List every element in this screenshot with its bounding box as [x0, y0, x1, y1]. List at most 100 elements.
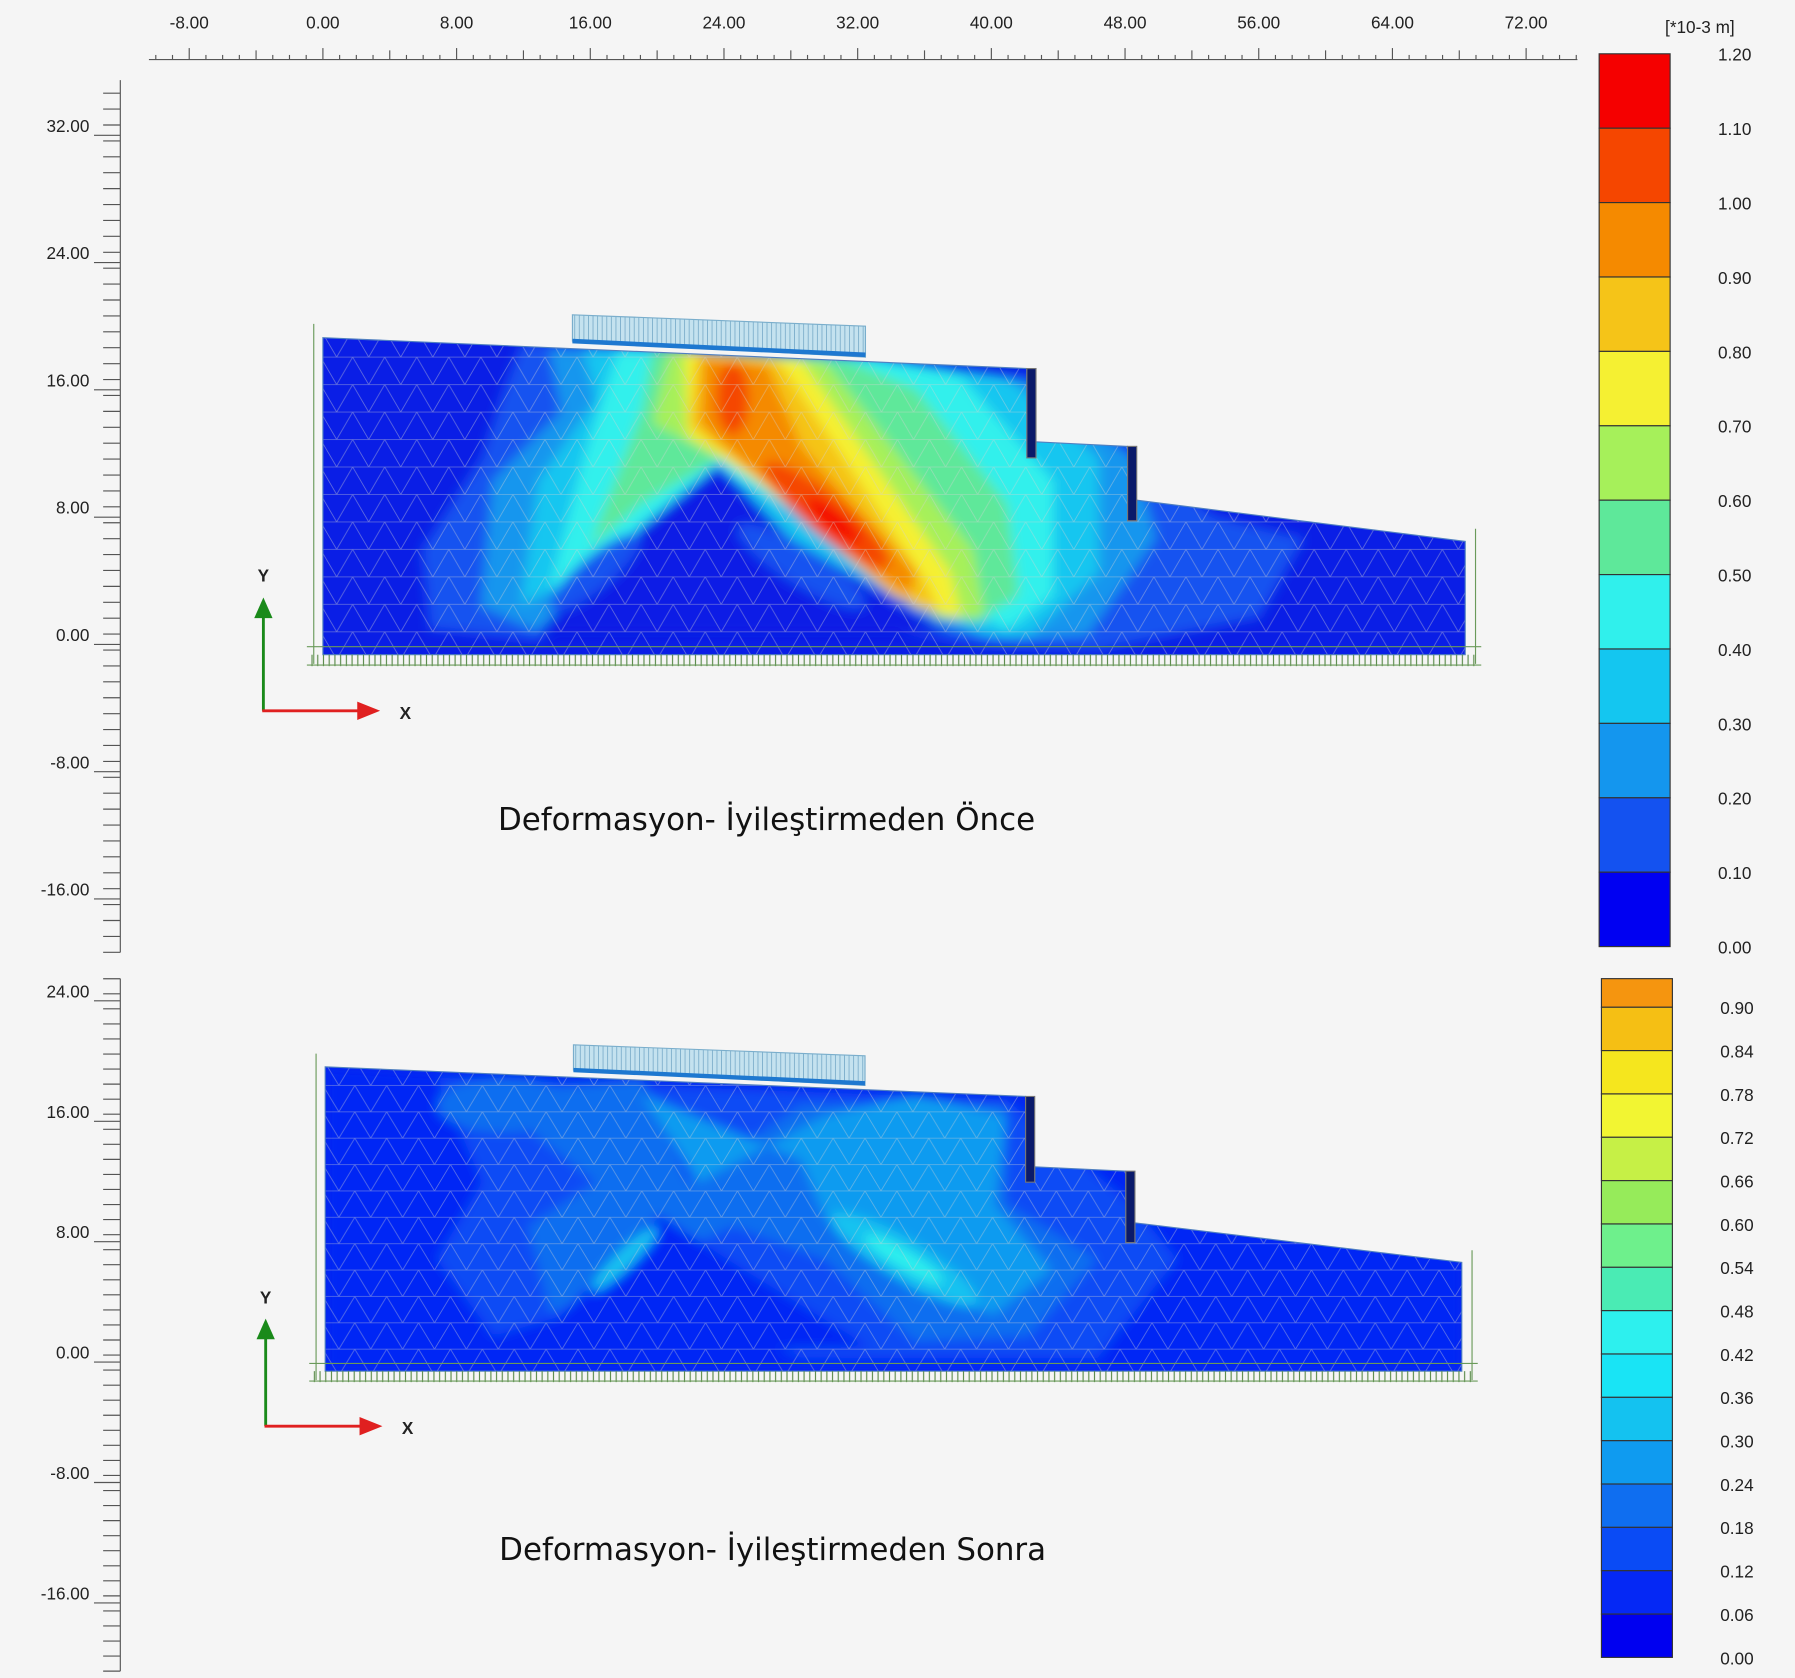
model-after — [309, 1044, 1478, 1383]
legend-label: 0.72 — [1720, 1128, 1753, 1148]
color-legend-before: [*10-3 m] 1.20 1.10 1.00 0.90 0.80 0.70 0.60 0.… — [1598, 17, 1751, 957]
x-axis-label: X — [402, 1418, 414, 1438]
legend-unit: [*10-3 m] — [1665, 17, 1735, 37]
legend-swatch — [1598, 722, 1671, 799]
legend-swatch — [1598, 797, 1671, 873]
legend-label: 0.78 — [1720, 1085, 1753, 1105]
legend-label: 0.10 — [1718, 863, 1751, 883]
legend-swatch — [1600, 1613, 1673, 1658]
legend-swatch — [1598, 499, 1671, 576]
legend-swatch — [1598, 202, 1671, 278]
y-tick-label: 16.00 — [46, 370, 89, 390]
top-x-axis-ruler: -8.00 0.00 8.00 16.00 24.00 32.00 40.00 48.00 56… — [148, 13, 1578, 61]
x-axis-label: X — [400, 703, 412, 723]
legend-label: 0.54 — [1720, 1258, 1754, 1278]
x-arrow-head — [357, 701, 381, 720]
color-legend-after: 0.90 0.84 0.78 0.72 0.66 0.60 0.54 0.48 0.42 0.36… — [1600, 978, 1754, 1668]
legend-label: 0.50 — [1718, 565, 1751, 585]
retaining-wall — [1126, 445, 1138, 522]
mesh — [322, 337, 1466, 655]
y-tick-label: -8.00 — [50, 752, 89, 772]
y-tick-label: -16.00 — [41, 1583, 90, 1603]
x-tick-label: 48.00 — [1104, 13, 1147, 33]
retaining-wall — [1025, 1095, 1036, 1183]
legend-swatch — [1600, 1483, 1673, 1528]
legend-label: 0.36 — [1720, 1388, 1753, 1408]
y-tick-label: 0.00 — [56, 625, 89, 645]
bottom-fixity — [311, 1371, 1474, 1383]
legend-swatch — [1600, 1180, 1673, 1225]
legend-swatch — [1600, 1570, 1673, 1615]
surface-load-arrows — [572, 1044, 866, 1087]
legend-swatch — [1600, 1440, 1673, 1485]
y-tick-label: 8.00 — [56, 1222, 89, 1242]
legend-label: 0.66 — [1720, 1171, 1753, 1191]
legend-label: 0.30 — [1720, 1432, 1753, 1452]
x-tick-label: 24.00 — [703, 13, 746, 33]
legend-label: 0.06 — [1720, 1605, 1753, 1625]
y-axis-before: 32.00 24.00 16.00 8.00 0.00 -8.00 -16.00 — [41, 80, 121, 953]
retaining-wall — [1026, 367, 1037, 459]
legend-label: 0.20 — [1718, 789, 1751, 809]
y-tick-label: 24.00 — [46, 243, 89, 263]
legend-swatch — [1598, 871, 1671, 948]
legend-label: 0.00 — [1720, 1648, 1753, 1668]
legend-swatch — [1598, 276, 1671, 352]
x-tick-label: 56.00 — [1237, 13, 1280, 33]
legend-swatch — [1600, 1396, 1673, 1442]
y-tick-label: 8.00 — [56, 498, 89, 518]
legend-label: 0.84 — [1720, 1041, 1754, 1061]
legend-swatch — [1598, 53, 1671, 129]
y-tick-label: 32.00 — [46, 116, 89, 136]
x-arrow-head — [359, 1417, 383, 1436]
legend-label: 0.60 — [1720, 1215, 1753, 1235]
legend-label: 0.40 — [1718, 640, 1751, 660]
legend-swatch — [1600, 1223, 1673, 1268]
legend-swatch — [1600, 1006, 1673, 1052]
legend-label: 0.42 — [1720, 1345, 1753, 1365]
caption-after: Deformasyon- İyileştirmeden Sonra — [499, 1532, 1046, 1568]
legend-label: 0.24 — [1720, 1475, 1754, 1495]
legend-swatch — [1598, 648, 1671, 724]
x-tick-label: 8.00 — [440, 13, 473, 33]
x-tick-label: 64.00 — [1371, 13, 1414, 33]
legend-swatch — [1600, 978, 1673, 1008]
load-plate — [573, 1067, 866, 1086]
load-plate — [572, 338, 866, 358]
y-tick-label: 16.00 — [46, 1102, 89, 1122]
retaining-wall — [1125, 1170, 1136, 1244]
y-tick-label: -8.00 — [50, 1463, 89, 1483]
y-axis-label: Y — [260, 1288, 272, 1308]
y-axis-after: 24.00 16.00 8.00 0.00 -8.00 -16.00 — [41, 978, 121, 1672]
model-before — [306, 314, 1482, 667]
legend-label: 0.80 — [1718, 342, 1751, 362]
legend-label: 0.00 — [1718, 937, 1751, 957]
legend-swatch — [1600, 1353, 1673, 1398]
y-arrow-head — [254, 597, 273, 619]
legend-swatch — [1598, 350, 1671, 427]
y-tick-label: 0.00 — [56, 1343, 89, 1363]
legend-label: 0.30 — [1718, 714, 1751, 734]
x-tick-label: -8.00 — [170, 13, 209, 33]
legend-label: 0.90 — [1718, 268, 1751, 288]
legend-label: 0.48 — [1720, 1302, 1753, 1322]
x-tick-label: 40.00 — [970, 13, 1013, 33]
y-tick-label: 24.00 — [46, 981, 89, 1001]
legend-label: 0.70 — [1718, 417, 1751, 437]
legend-label: 1.20 — [1718, 45, 1751, 65]
legend-swatch — [1598, 127, 1671, 204]
axis-triad-after: Y X — [256, 1288, 414, 1438]
mesh — [325, 1066, 1462, 1372]
x-tick-label: 72.00 — [1505, 13, 1548, 33]
legend-swatch — [1600, 1050, 1673, 1095]
legend-swatch — [1600, 1526, 1673, 1572]
legend-label: 0.12 — [1720, 1562, 1753, 1582]
y-axis-label: Y — [258, 565, 270, 585]
legend-label: 0.18 — [1720, 1518, 1753, 1538]
legend-swatch — [1600, 1266, 1673, 1312]
caption-before: Deformasyon- İyileştirmeden Önce — [498, 802, 1035, 838]
legend-swatch — [1600, 1136, 1673, 1182]
legend-label: 0.90 — [1720, 998, 1753, 1018]
surface-load-arrows — [571, 314, 867, 358]
axis-triad-before: Y X — [254, 565, 412, 723]
